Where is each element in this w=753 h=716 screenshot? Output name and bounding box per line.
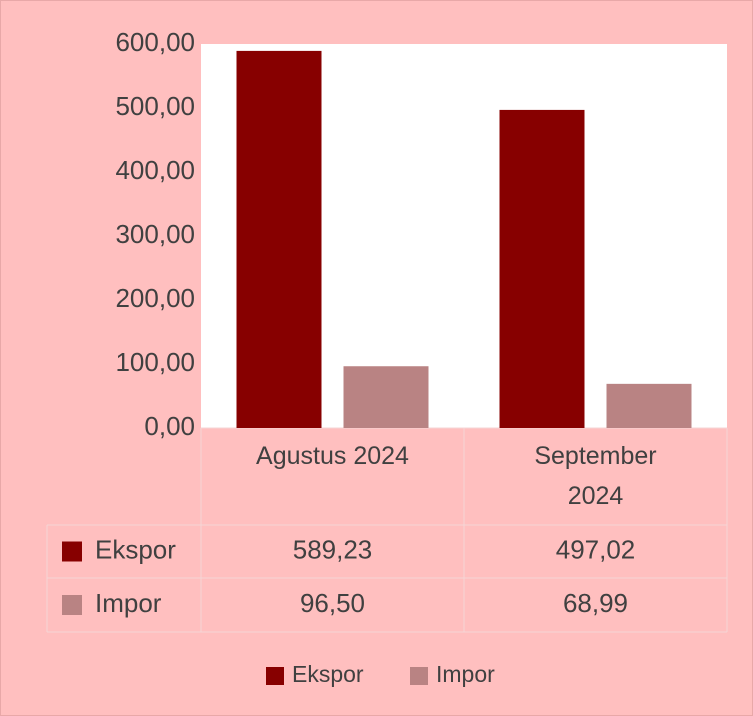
y-tick-label: 300,00 bbox=[115, 219, 195, 249]
y-tick-label: 400,00 bbox=[115, 155, 195, 185]
legend-label: Ekspor bbox=[292, 661, 364, 687]
legend-key bbox=[62, 541, 82, 562]
bar bbox=[606, 383, 692, 428]
row-header: Ekspor bbox=[95, 534, 176, 564]
y-tick-label: 100,00 bbox=[115, 347, 195, 377]
legend-label: Impor bbox=[436, 661, 495, 687]
x-tick-label: Agustus 2024 bbox=[256, 442, 409, 470]
data-label: 497,02 bbox=[556, 534, 636, 564]
data-label: 96,50 bbox=[300, 588, 365, 618]
row-header: Impor bbox=[95, 588, 162, 618]
y-tick-label: 500,00 bbox=[115, 91, 195, 121]
y-tick-label: 200,00 bbox=[115, 283, 195, 313]
bar bbox=[343, 366, 429, 428]
bar bbox=[236, 50, 322, 429]
legend-key bbox=[410, 667, 428, 685]
legend-key bbox=[266, 667, 284, 685]
x-tick-label: September 2024 bbox=[534, 442, 657, 510]
data-label: 589,23 bbox=[293, 534, 373, 564]
y-tick-label: 600,00 bbox=[115, 27, 195, 57]
y-tick-label: 0,00 bbox=[144, 411, 195, 441]
data-label: 68,99 bbox=[563, 588, 628, 618]
legend-key bbox=[62, 595, 82, 615]
bar bbox=[499, 109, 585, 429]
